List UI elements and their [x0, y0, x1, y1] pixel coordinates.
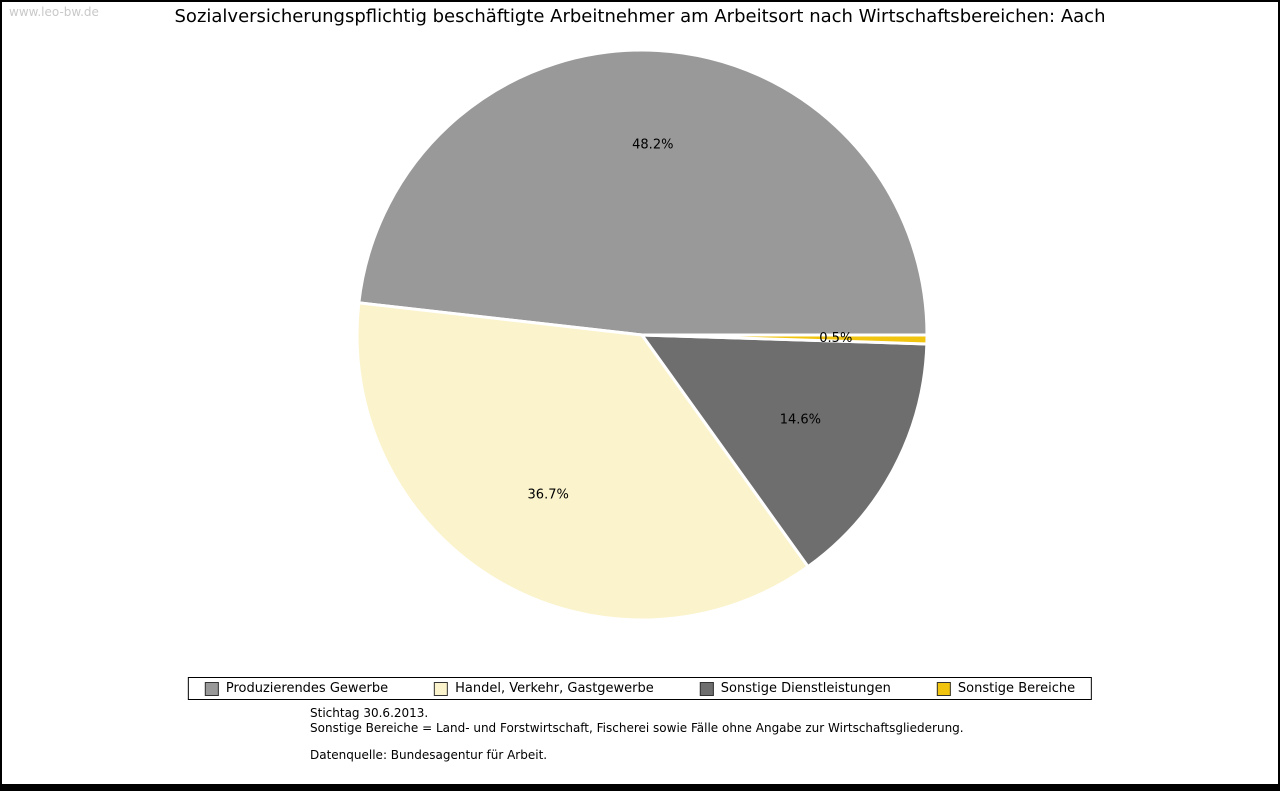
- pie-slice-1: [355, 301, 811, 622]
- legend-label: Sonstige Dienstleistungen: [720, 681, 891, 696]
- legend: Produzierendes Gewerbe Handel, Verkehr, …: [187, 677, 1093, 700]
- pie-slice-label: 0.5%: [819, 331, 852, 346]
- footnote-stichtag: Stichtag 30.6.2013.: [310, 706, 429, 720]
- legend-label: Handel, Verkehr, Gastgewerbe: [455, 681, 654, 696]
- footnotes: Stichtag 30.6.2013. Sonstige Bereiche = …: [310, 706, 964, 763]
- pie-slice-0: [357, 48, 929, 337]
- pie-chart: 48.2% 36.7% 14.6% 0.5%: [355, 48, 929, 622]
- legend-swatch: [204, 681, 219, 696]
- legend-item: Produzierendes Gewerbe: [204, 681, 389, 696]
- legend-item: Handel, Verkehr, Gastgewerbe: [434, 681, 654, 696]
- watermark: www.leo-bw.de: [9, 5, 99, 19]
- chart-title: Sozialversicherungspflichtig beschäftigt…: [174, 6, 1106, 27]
- legend-item: Sonstige Bereiche: [936, 681, 1076, 696]
- pie-slice-label: 48.2%: [632, 137, 673, 152]
- pie-slice-2: [639, 333, 929, 569]
- pie-slice-3: [641, 333, 929, 346]
- legend-label: Sonstige Bereiche: [957, 681, 1076, 696]
- legend-swatch: [699, 681, 714, 696]
- footnote-source: Datenquelle: Bundesagentur für Arbeit.: [310, 748, 548, 762]
- footnote-definition: Sonstige Bereiche = Land- und Forstwirts…: [310, 721, 964, 735]
- pie-slice-label: 14.6%: [780, 413, 821, 428]
- legend-label: Produzierendes Gewerbe: [225, 681, 389, 696]
- pie-slice-label: 36.7%: [528, 488, 569, 503]
- legend-swatch: [434, 681, 449, 696]
- legend-swatch: [936, 681, 951, 696]
- legend-item: Sonstige Dienstleistungen: [699, 681, 891, 696]
